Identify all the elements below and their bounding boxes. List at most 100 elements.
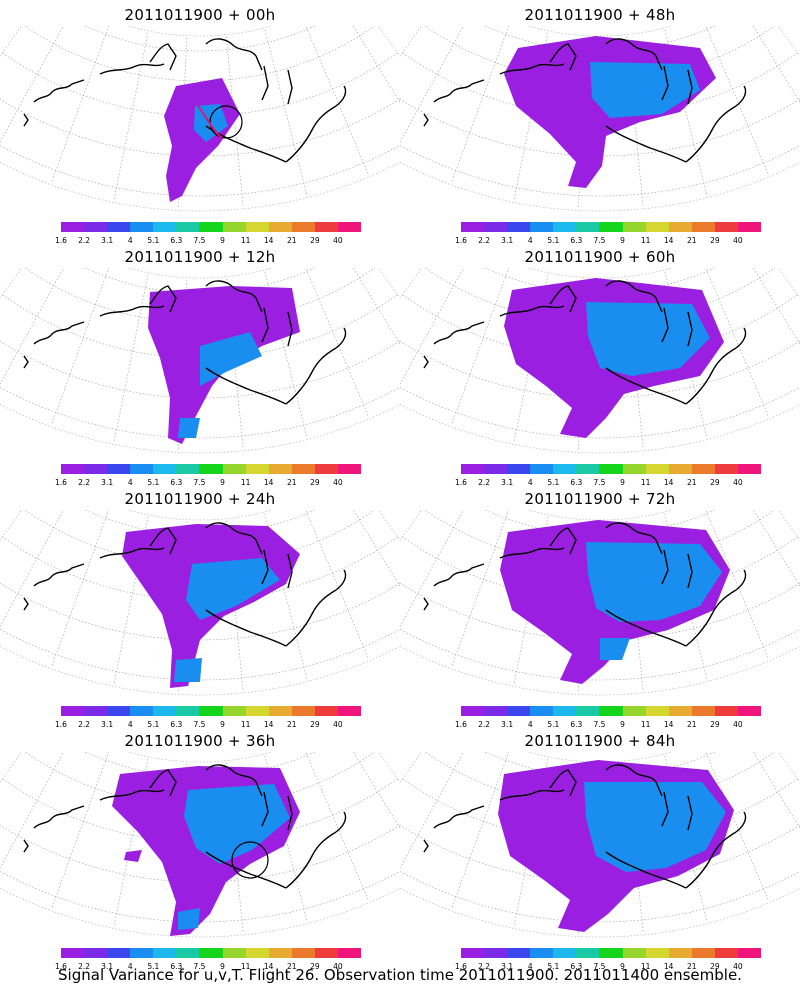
colorbar-tick-label: 14 [263, 962, 274, 971]
colorbar-swatch [222, 706, 246, 716]
colorbar-tick-label: 1.6 [455, 720, 467, 729]
panel-title: 2011011900 + 36h [124, 732, 276, 750]
coastline-segment [205, 280, 263, 313]
coastline-segment [99, 789, 165, 801]
colorbar-tick-label: 40 [733, 236, 743, 245]
longitude-line [264, 29, 308, 195]
colorbar-tick-label: 29 [310, 478, 320, 487]
coastline-segment [433, 805, 485, 829]
longitude-line [400, 510, 464, 627]
longitude-line [305, 752, 369, 901]
variance-field [498, 760, 734, 932]
longitude-line [352, 268, 400, 345]
colorbar-swatch [484, 464, 508, 474]
coastline-segment [23, 597, 29, 611]
colorbar-tick-label: 40 [733, 962, 743, 971]
colorbar-tick-label: 7.5 [193, 962, 206, 971]
colorbar [61, 464, 362, 474]
coastline-segment [33, 563, 85, 587]
variance-field [112, 766, 300, 936]
colorbar-swatch [553, 222, 577, 232]
colorbar-tick-label: 4 [127, 720, 133, 729]
colorbar-swatch [222, 464, 246, 474]
colorbar-tick-label: 5.1 [147, 478, 160, 487]
longitude-line [51, 510, 110, 666]
longitude-line [51, 26, 110, 182]
colorbar-labels: 1.6 2.2 3.1 4 5.1 6.3 7.5 9 11 14 21 29 40 [455, 478, 761, 488]
coastline-segment [687, 553, 693, 589]
colorbar-swatch [714, 706, 738, 716]
colorbar-tick-label: 2.2 [78, 962, 91, 971]
colorbar-labels: 1.6 2.2 3.1 4 5.1 6.3 7.5 9 11 14 21 29 40 [455, 236, 761, 246]
colorbar-tick-label: 11 [640, 962, 651, 971]
colorbar-tick-label: 5.1 [547, 720, 560, 729]
colorbar-swatch [291, 464, 315, 474]
longitude-line [113, 32, 149, 200]
longitude-line [113, 274, 149, 442]
colorbar-swatch [245, 706, 269, 716]
colorbar-swatch [645, 464, 669, 474]
colorbar-swatch [737, 948, 762, 958]
coastline-segment [149, 769, 177, 797]
coastline-segment [287, 311, 293, 347]
variance-region-mid [184, 784, 290, 864]
colorbar-tick-label: 21 [286, 962, 297, 971]
coastline [423, 280, 747, 405]
latitude-line [400, 870, 800, 923]
coastline [423, 764, 747, 889]
colorbar-swatch [691, 222, 715, 232]
colorbar-tick-label: 3.1 [101, 236, 114, 245]
coastline-segment [605, 851, 687, 889]
variance-field [504, 36, 716, 188]
coastline-segment [605, 367, 687, 405]
map-panel: 2011011900 + 36h 1.6 2.2 3.1 4 5.1 6.3 7.5 9 11 1… [0, 726, 400, 971]
coastline-segment [287, 795, 293, 831]
colorbar-tick-label: 3.1 [501, 478, 514, 487]
longitude-line [352, 752, 400, 829]
longitude-line [0, 26, 64, 143]
coastline-segment [685, 589, 737, 647]
colorbar-swatch [337, 706, 362, 716]
colorbar-swatch [199, 464, 223, 474]
colorbar-tick-label: 4 [527, 720, 533, 729]
colorbar-swatch [153, 948, 177, 958]
longitude-line [752, 268, 800, 345]
colorbar-tick-label: 21 [686, 236, 697, 245]
colorbar-swatch [314, 464, 338, 474]
colorbar [461, 222, 762, 232]
colorbar-tick-label: 9 [220, 720, 225, 729]
longitude-line [451, 752, 510, 908]
coastline-segment [499, 63, 565, 75]
colorbar-tick-label: 29 [310, 720, 320, 729]
variance-region-low [164, 78, 240, 202]
colorbar-swatch [222, 948, 246, 958]
colorbar-swatch [737, 222, 762, 232]
colorbar-tick-label: 9 [620, 478, 625, 487]
variance-map [400, 752, 800, 938]
latitude-line [400, 628, 800, 681]
colorbar-swatch [130, 706, 154, 716]
coastline-segment [685, 347, 737, 405]
coastline-segment [99, 63, 165, 75]
coastline-segment [23, 355, 29, 369]
coastline-segment [285, 589, 337, 647]
coastline-segment [687, 795, 693, 831]
colorbar-swatch [507, 222, 531, 232]
colorbar-tick-label: 2.2 [478, 720, 491, 729]
variance-region-mid [178, 908, 200, 930]
colorbar-swatch [314, 948, 338, 958]
coastline [423, 38, 747, 163]
colorbar-tick-label: 29 [710, 236, 720, 245]
colorbar-swatch [153, 464, 177, 474]
longitude-line [752, 510, 800, 587]
coastline-segment [433, 79, 485, 103]
coastline [23, 38, 347, 163]
variance-region-mid [174, 658, 202, 682]
colorbar-tick-label: 21 [286, 478, 297, 487]
panel-title: 2011011900 + 60h [524, 248, 676, 266]
colorbar-swatch [622, 222, 646, 232]
colorbar-swatch [553, 706, 577, 716]
colorbar-tick-label: 4 [527, 236, 533, 245]
colorbar-tick-label: 14 [663, 236, 674, 245]
colorbar-swatch [268, 464, 292, 474]
